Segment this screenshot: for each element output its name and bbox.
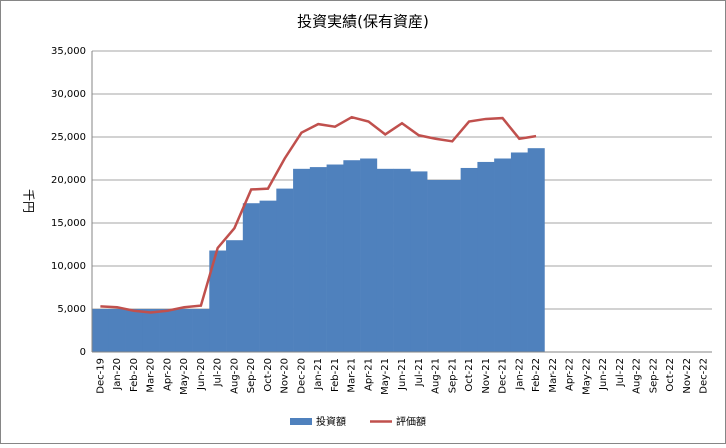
bar (159, 309, 177, 352)
x-tick-label: Jan-22 (514, 358, 525, 391)
bar (209, 250, 227, 352)
x-tick-label: Jan-21 (313, 358, 324, 391)
x-tick-label: Jan-20 (112, 358, 123, 391)
y-tick-label: 25,000 (51, 132, 86, 143)
x-tick-label: Aug-21 (431, 358, 442, 394)
bar (427, 180, 445, 352)
x-tick-label: Nov-20 (280, 358, 291, 394)
y-tick-label: 10,000 (51, 261, 86, 272)
x-tick-label: Nov-21 (481, 358, 492, 394)
bar (175, 309, 193, 352)
y-tick-label: 15,000 (51, 218, 86, 229)
x-tick-label: Oct-20 (263, 358, 274, 392)
x-tick-label: Jun-21 (397, 358, 408, 391)
bar (443, 180, 461, 352)
bar (494, 158, 512, 352)
bar (192, 309, 210, 352)
chart-title: 投資実績(保有資産) (297, 13, 429, 31)
bar (393, 168, 411, 352)
x-tick-label: Sep-21 (447, 358, 458, 393)
bar (360, 158, 378, 352)
bar (108, 309, 126, 352)
y-tick-label: 35,000 (51, 46, 86, 57)
x-tick-label: Jun-20 (196, 358, 207, 391)
x-tick-label: May-22 (581, 358, 592, 395)
legend-swatch (290, 418, 312, 425)
bar (259, 200, 277, 352)
x-tick-label: Apr-22 (565, 358, 576, 391)
y-tick-label: 20,000 (51, 175, 86, 186)
x-tick-label: Jul-22 (615, 358, 626, 387)
x-tick-label: Mar-21 (347, 358, 358, 393)
bar (293, 168, 311, 352)
bar (460, 167, 478, 352)
bar (242, 203, 260, 352)
bar (125, 309, 143, 352)
bar (309, 167, 327, 352)
x-tick-label: May-21 (380, 358, 391, 395)
legend-label: 投資額 (316, 415, 346, 428)
x-tick-label: Jul-20 (213, 358, 224, 387)
x-tick-label: Feb-21 (330, 358, 341, 392)
x-tick-label: Apr-20 (162, 358, 173, 391)
y-axis-label: 千円 (22, 189, 36, 213)
x-tick-label: Dec-19 (95, 358, 106, 394)
y-tick-label: 30,000 (51, 89, 86, 100)
bar (376, 168, 394, 352)
y-tick-label: 5,000 (57, 304, 86, 315)
x-tick-label: Dec-22 (699, 358, 710, 394)
x-tick-label: Apr-21 (363, 358, 374, 391)
legend-label: 評価額 (396, 415, 426, 428)
bar (527, 148, 545, 352)
x-tick-label: Mar-20 (146, 358, 157, 393)
line (100, 115, 537, 314)
x-tick-label: Jul-21 (414, 358, 425, 387)
bar (92, 309, 110, 352)
x-tick-label: Dec-20 (296, 358, 307, 394)
bar (276, 188, 294, 352)
bar (326, 164, 344, 352)
x-tick-label: Sep-20 (246, 358, 257, 393)
x-tick-label: Mar-22 (548, 358, 559, 393)
bar (226, 240, 244, 352)
x-tick-label: Aug-22 (632, 358, 643, 394)
bar (142, 309, 160, 352)
bar (510, 152, 528, 352)
x-tick-label: Feb-20 (129, 358, 140, 392)
x-tick-label: Sep-22 (648, 358, 659, 393)
x-tick-label: Dec-21 (498, 358, 509, 394)
x-tick-label: May-20 (179, 358, 190, 395)
x-tick-label: Jun-22 (598, 358, 609, 391)
x-tick-label: Nov-22 (682, 358, 693, 394)
x-tick-label: Aug-20 (229, 358, 240, 394)
bar (477, 161, 495, 352)
x-tick-label: Feb-22 (531, 358, 542, 392)
bar (343, 160, 361, 352)
bar (410, 171, 428, 352)
x-tick-label: Oct-22 (665, 358, 676, 392)
y-tick-label: 0 (80, 347, 86, 358)
x-tick-label: Oct-21 (464, 358, 475, 392)
